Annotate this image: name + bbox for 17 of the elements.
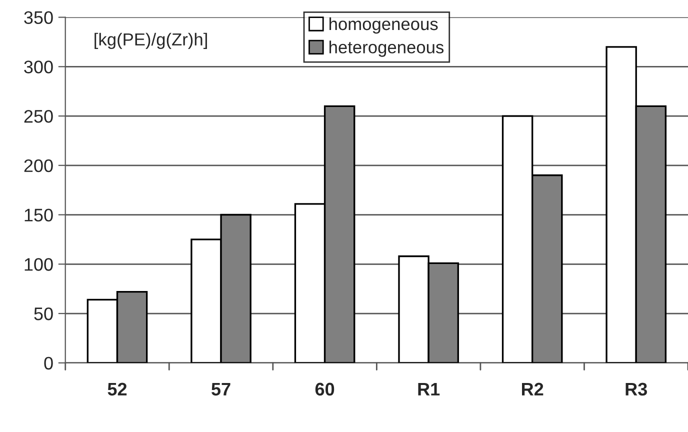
x-tick-label: 60 xyxy=(315,382,334,396)
x-tick-label: R1 xyxy=(418,382,440,396)
y-tick-label: 350 xyxy=(24,11,53,24)
y-tick-label: 150 xyxy=(24,208,53,222)
y-tick-label: 100 xyxy=(24,258,53,271)
y-tick-label: 0 xyxy=(44,356,53,370)
y-tick-label: 250 xyxy=(24,110,53,123)
x-tick-label: R2 xyxy=(522,382,544,396)
x-tick-label: 57 xyxy=(212,382,230,396)
y-axis-title: [kg(PE)/g(Zr)h] xyxy=(94,32,207,50)
y-tick-label: 50 xyxy=(34,307,53,320)
legend-label: heterogeneous xyxy=(330,40,444,57)
y-tick-label: 300 xyxy=(24,60,53,74)
x-tick-label: R3 xyxy=(626,382,647,396)
legend-label: homogeneous xyxy=(330,17,438,34)
y-tick-label: 200 xyxy=(24,159,53,172)
x-tick-label: 52 xyxy=(108,382,127,396)
